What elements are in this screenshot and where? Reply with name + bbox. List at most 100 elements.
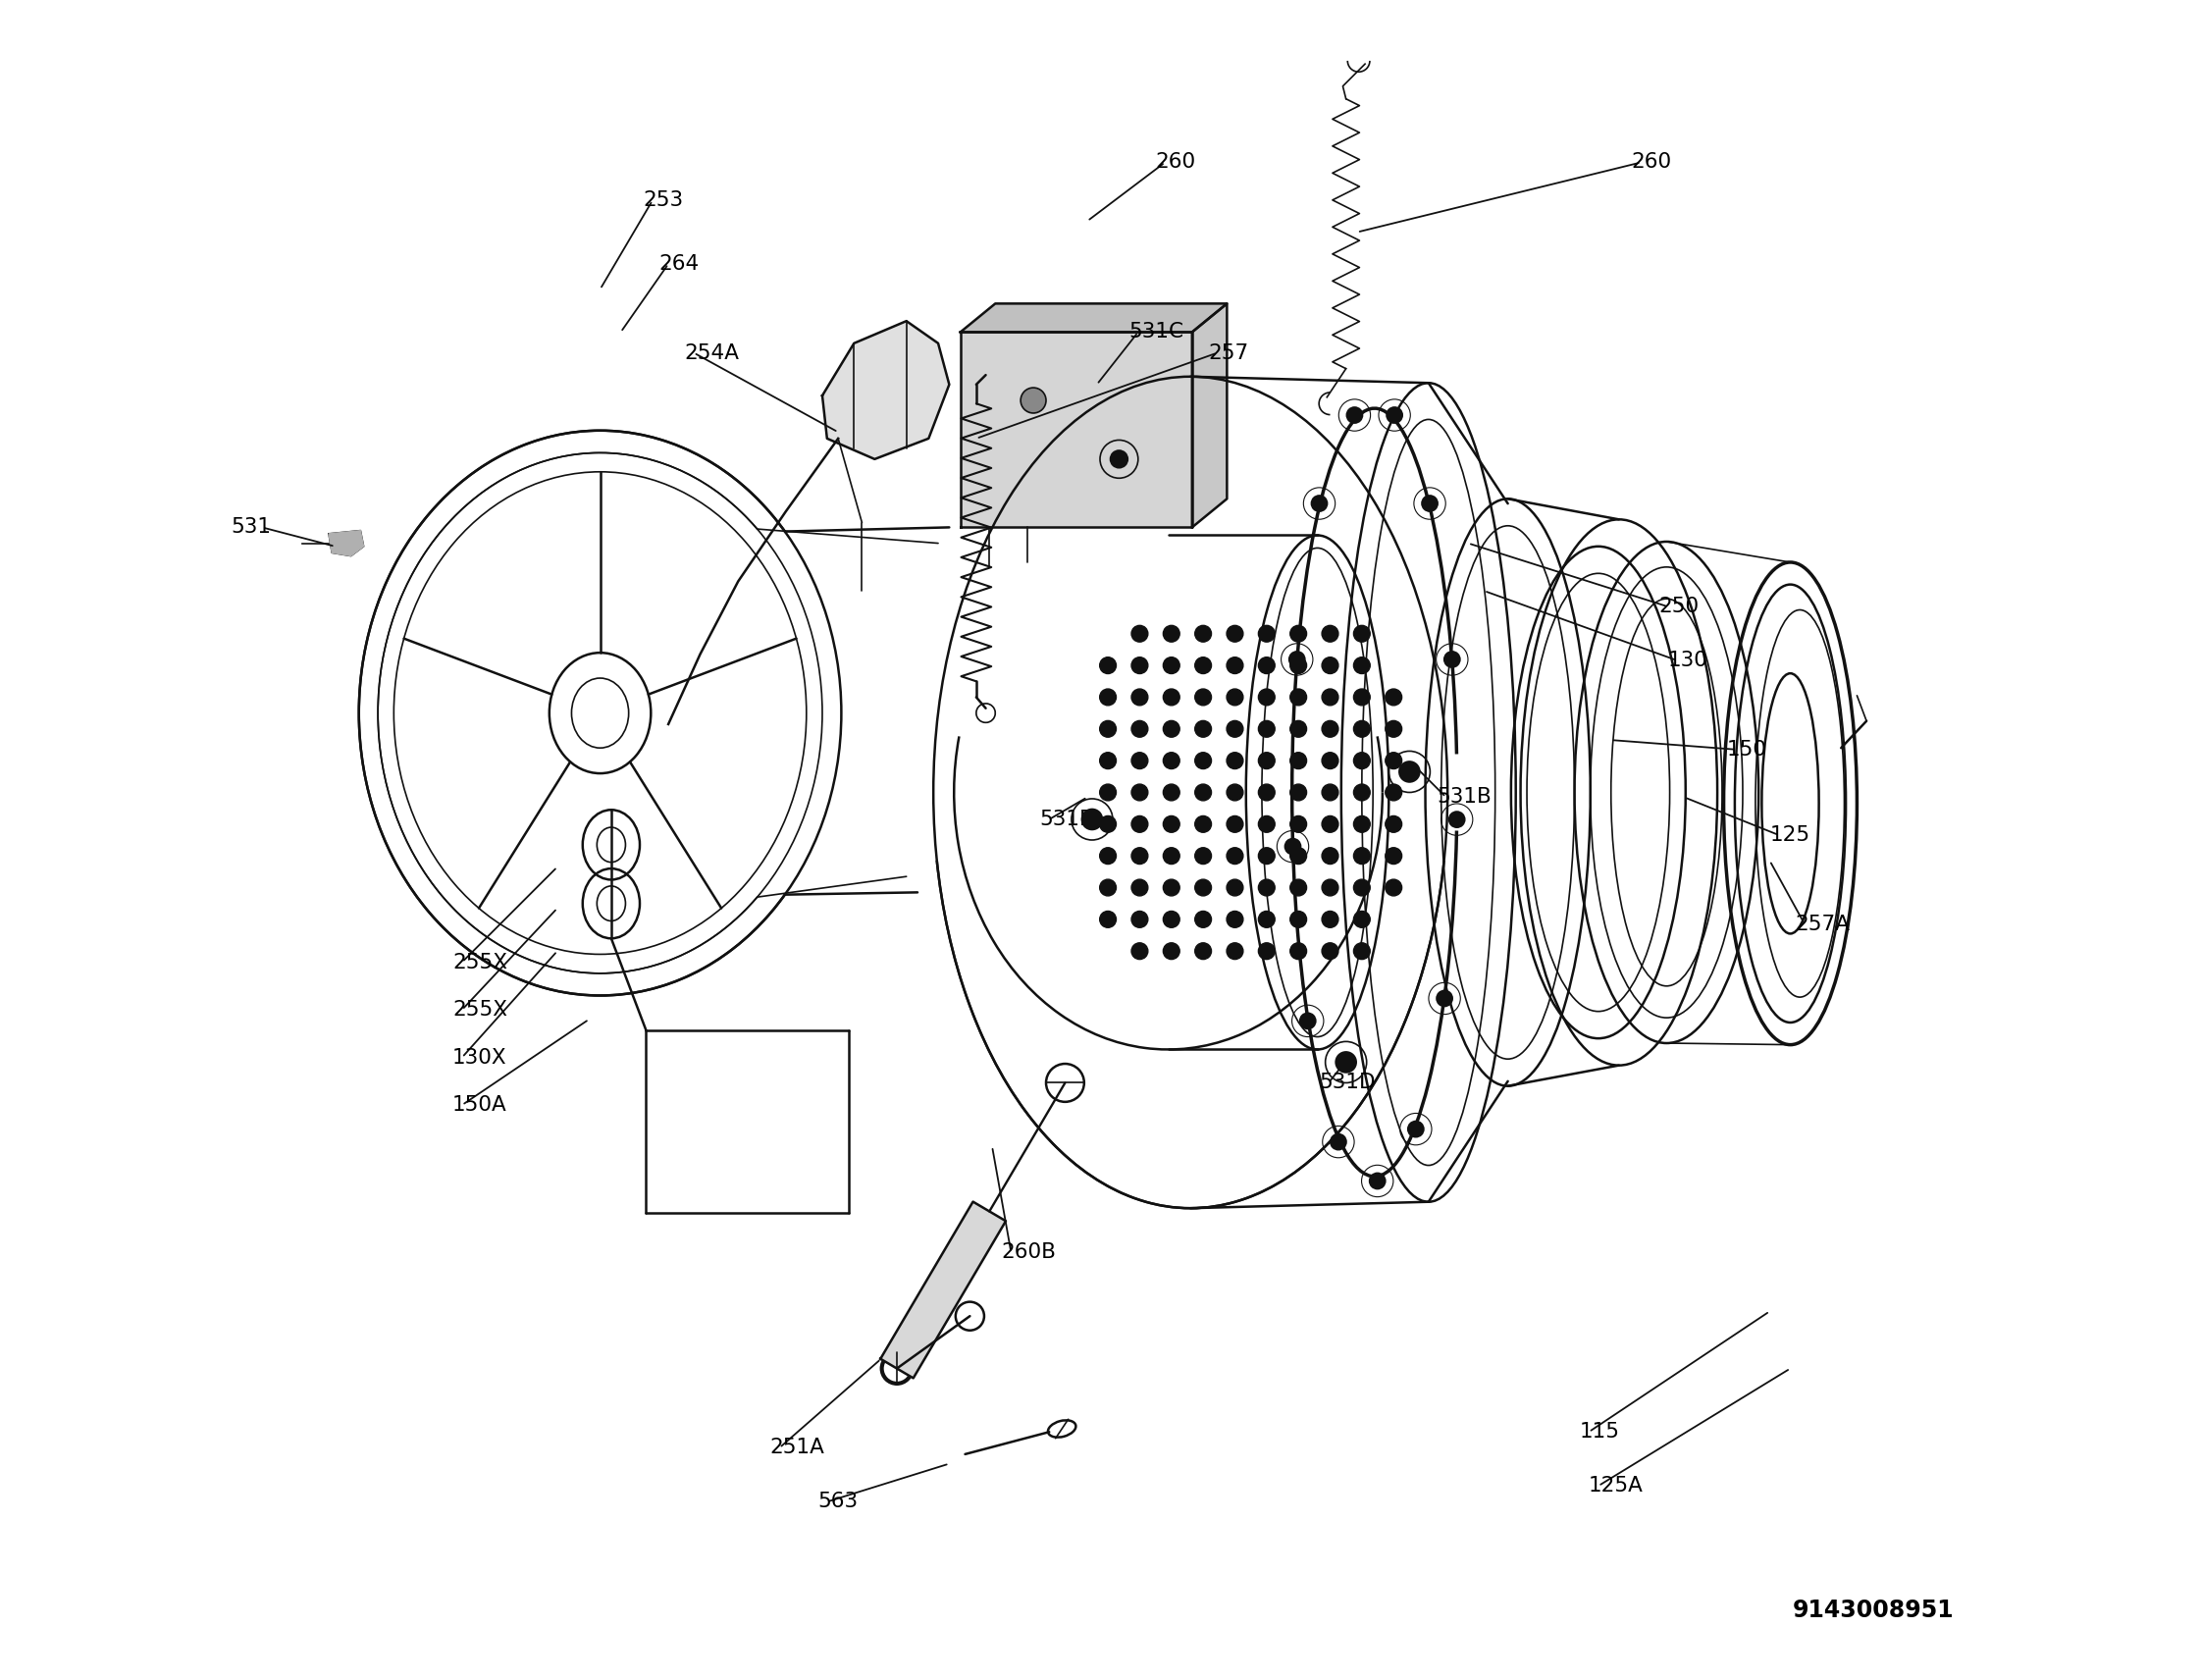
Text: 260: 260	[1155, 153, 1197, 171]
Circle shape	[1353, 689, 1371, 706]
Text: 260B: 260B	[1001, 1243, 1056, 1262]
Circle shape	[1289, 816, 1307, 832]
Circle shape	[1353, 657, 1371, 674]
Circle shape	[1195, 911, 1212, 927]
Polygon shape	[823, 321, 948, 459]
Circle shape	[1353, 879, 1371, 895]
Text: 255X: 255X	[453, 953, 508, 973]
Circle shape	[1195, 625, 1212, 642]
Circle shape	[1329, 1132, 1346, 1151]
Circle shape	[1100, 816, 1115, 832]
Circle shape	[1399, 761, 1421, 783]
Circle shape	[1386, 785, 1401, 801]
Circle shape	[1289, 848, 1307, 864]
Circle shape	[1164, 689, 1179, 706]
Circle shape	[1258, 942, 1274, 959]
Circle shape	[1100, 879, 1115, 895]
Circle shape	[1100, 753, 1115, 769]
Circle shape	[1322, 816, 1338, 832]
Text: 150: 150	[1727, 739, 1767, 759]
Circle shape	[1164, 785, 1179, 801]
Text: 9143008951: 9143008951	[1793, 1599, 1954, 1623]
Text: 250: 250	[1659, 596, 1698, 617]
Circle shape	[1322, 689, 1338, 706]
Circle shape	[1164, 942, 1179, 959]
Circle shape	[1322, 785, 1338, 801]
Circle shape	[1100, 689, 1115, 706]
Circle shape	[1228, 689, 1243, 706]
Circle shape	[1195, 816, 1212, 832]
Circle shape	[1228, 848, 1243, 864]
Circle shape	[1386, 816, 1401, 832]
Circle shape	[1228, 879, 1243, 895]
Circle shape	[1164, 753, 1179, 769]
Circle shape	[1258, 721, 1274, 738]
Text: 125A: 125A	[1588, 1477, 1643, 1495]
Circle shape	[1131, 911, 1148, 927]
Circle shape	[1289, 721, 1307, 738]
Text: 130X: 130X	[453, 1048, 508, 1067]
Circle shape	[1021, 388, 1045, 413]
Circle shape	[1195, 753, 1212, 769]
Circle shape	[1258, 785, 1274, 801]
Polygon shape	[961, 304, 1228, 333]
Circle shape	[1289, 657, 1307, 674]
Text: 531: 531	[231, 517, 271, 538]
Circle shape	[1131, 625, 1148, 642]
Circle shape	[1258, 848, 1274, 864]
Circle shape	[1258, 625, 1274, 642]
Circle shape	[1164, 657, 1179, 674]
Circle shape	[1322, 657, 1338, 674]
Circle shape	[1228, 816, 1243, 832]
Circle shape	[1100, 785, 1115, 801]
Polygon shape	[328, 531, 363, 556]
Circle shape	[1164, 879, 1179, 895]
Text: 531C: 531C	[1129, 323, 1184, 343]
Circle shape	[1228, 942, 1243, 959]
Text: 531B: 531B	[1437, 788, 1492, 806]
Circle shape	[1353, 911, 1371, 927]
Circle shape	[1353, 942, 1371, 959]
Circle shape	[1131, 689, 1148, 706]
Circle shape	[1353, 785, 1371, 801]
Circle shape	[1195, 689, 1212, 706]
Circle shape	[1164, 816, 1179, 832]
Circle shape	[1195, 848, 1212, 864]
Circle shape	[1322, 942, 1338, 959]
Text: 150A: 150A	[453, 1095, 508, 1116]
Circle shape	[1258, 753, 1274, 769]
Circle shape	[1386, 407, 1404, 423]
Circle shape	[1322, 753, 1338, 769]
Circle shape	[1289, 625, 1307, 642]
Circle shape	[1322, 721, 1338, 738]
Circle shape	[1195, 721, 1212, 738]
Text: 255X: 255X	[453, 1000, 508, 1020]
Circle shape	[1289, 942, 1307, 959]
Circle shape	[1164, 625, 1179, 642]
Circle shape	[1408, 1121, 1426, 1137]
Circle shape	[1258, 879, 1274, 895]
Circle shape	[1164, 911, 1179, 927]
Circle shape	[1289, 911, 1307, 927]
Circle shape	[1100, 911, 1115, 927]
Text: 260: 260	[1632, 153, 1672, 171]
Circle shape	[1131, 721, 1148, 738]
Circle shape	[1195, 657, 1212, 674]
Circle shape	[1228, 753, 1243, 769]
Polygon shape	[1192, 304, 1228, 528]
Circle shape	[1386, 689, 1401, 706]
Circle shape	[1353, 848, 1371, 864]
Text: 125: 125	[1769, 825, 1811, 845]
Circle shape	[1346, 407, 1364, 423]
Circle shape	[1311, 494, 1329, 512]
Circle shape	[1386, 753, 1401, 769]
Circle shape	[1100, 657, 1115, 674]
Circle shape	[1258, 911, 1274, 927]
Circle shape	[1448, 811, 1465, 828]
Circle shape	[1322, 879, 1338, 895]
Circle shape	[1421, 494, 1439, 512]
Circle shape	[1322, 911, 1338, 927]
Circle shape	[1228, 721, 1243, 738]
Circle shape	[1386, 848, 1401, 864]
Text: 563: 563	[818, 1492, 858, 1512]
